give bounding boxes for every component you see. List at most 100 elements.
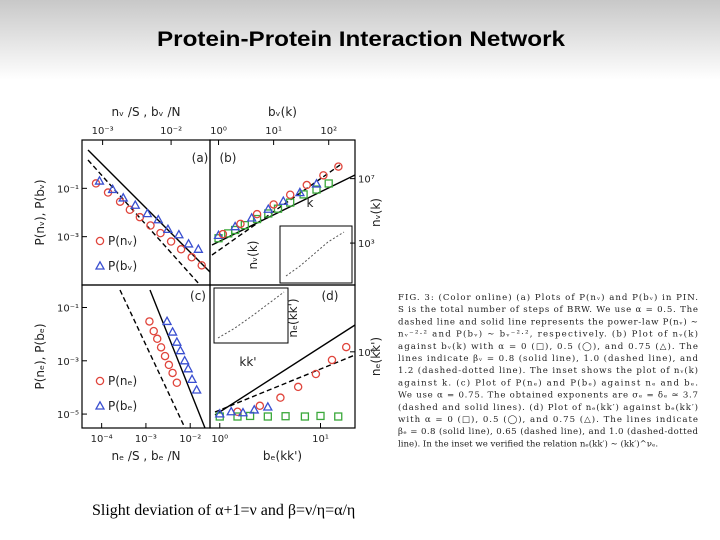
data-point <box>94 400 106 410</box>
caption-line: We use α = 0.75. The obtained exponents … <box>398 391 698 401</box>
y-axis-label: nᵥ(k) <box>369 198 383 227</box>
x-tick-label: 10⁻³ <box>92 126 114 137</box>
data-point <box>316 411 325 421</box>
caption-line: βₑ = 0.8 (solid line), 0.65 (dashed line… <box>398 426 698 437</box>
data-point <box>236 219 245 229</box>
inset-box <box>213 287 289 344</box>
caption-line: lines indicate βᵥ = 0.8 (solid line), 1.… <box>398 353 698 364</box>
x-tick-label: 10⁻⁴ <box>91 434 113 445</box>
data-point <box>179 355 190 365</box>
x-axis-label: nₑ /S , bₑ /N <box>112 449 181 463</box>
caption-line: against bᵥ(k) with α = 0 (□), 0.5 (◯), a… <box>398 341 698 352</box>
caption-line: S is the total number of steps of BRW. W… <box>398 305 698 315</box>
data-point <box>125 205 135 214</box>
data-point <box>226 406 237 416</box>
data-point <box>263 412 272 421</box>
legend-label: P(bₑ) <box>108 399 137 413</box>
data-point <box>218 229 228 239</box>
y-tick-label: 10⁻¹ <box>57 184 79 195</box>
caption-line: line). In the inset we verified the rela… <box>398 438 658 449</box>
data-point <box>252 214 262 224</box>
data-point <box>107 183 118 194</box>
data-point <box>214 408 225 418</box>
data-point <box>183 238 194 248</box>
data-point <box>153 214 164 224</box>
caption-line: (dashed and solid lines). (d) Plot of nₑ… <box>398 402 698 413</box>
data-point <box>164 360 174 370</box>
data-point <box>334 162 343 171</box>
caption-line: nᵥ⁻²·² and P(bᵥ) ∼ bᵥ⁻²·², respectively.… <box>398 329 698 340</box>
y-tick-label: 10⁻¹ <box>57 304 79 315</box>
y-tick-label: 10³ <box>358 239 375 250</box>
panel-frame <box>209 284 356 429</box>
x-tick-label: 10⁰ <box>211 434 228 445</box>
data-point <box>249 404 260 414</box>
data-point <box>94 175 105 185</box>
caption-line: dashed line and solid line represents th… <box>398 316 698 327</box>
data-point <box>233 412 242 421</box>
data-point <box>341 342 351 352</box>
y-tick-label: 10⁻³ <box>57 357 79 368</box>
data-point <box>294 187 306 197</box>
data-point <box>193 243 204 253</box>
data-point <box>149 326 158 336</box>
y-axis-label: nₑ(kk') <box>369 337 383 376</box>
data-point <box>168 368 177 378</box>
inset-y-label: nₑ(kk') <box>286 298 300 337</box>
data-point <box>156 343 166 352</box>
fit-line <box>87 149 211 273</box>
legend-label: P(bᵥ) <box>108 259 137 273</box>
legend-label: P(nᵥ) <box>108 234 137 248</box>
panel-label: (c) <box>190 289 206 303</box>
footer-text: Slight deviation of α+1=ν and β=ν/η=α/η <box>92 502 355 519</box>
x-tick-label: 10² <box>320 126 337 137</box>
data-point <box>146 221 155 230</box>
data-point <box>311 369 321 379</box>
inset-trend <box>217 291 285 339</box>
inset-trend <box>285 231 345 277</box>
data-point <box>281 412 290 421</box>
data-point <box>156 228 165 238</box>
data-point <box>311 178 322 188</box>
data-point <box>162 223 174 234</box>
caption-line: 1.2 (dashed-dotted line). The inset show… <box>398 365 698 376</box>
legend-label: P(nₑ) <box>108 374 137 388</box>
data-point <box>160 351 170 361</box>
x-axis-label: bₑ(kk') <box>263 449 302 463</box>
panel-label: (d) <box>322 289 339 303</box>
data-point <box>319 171 328 180</box>
x-tick-label: 10¹ <box>265 126 282 137</box>
data-point <box>312 185 321 194</box>
data-point <box>91 179 101 188</box>
fit-line <box>87 159 201 286</box>
data-point <box>246 212 257 222</box>
caption-line: against k. (c) Plot of P(nₑ) and P(bₑ) a… <box>398 377 698 388</box>
data-point <box>161 315 173 326</box>
caption-line: with α = 0 (□), 0.5 (◯), and 0.75 (△). T… <box>398 414 698 425</box>
data-point <box>183 363 194 373</box>
y-tick-label: 10⁻³ <box>57 233 79 244</box>
data-point <box>285 190 295 199</box>
data-point <box>130 199 141 209</box>
x-axis-label: bᵥ(k) <box>268 105 297 119</box>
panel-label: (a) <box>192 151 209 165</box>
y-axis-label: P(nᵥ), P(bᵥ) <box>33 179 47 245</box>
x-tick-label: 10⁻² <box>179 434 201 445</box>
x-tick-label: 10¹ <box>312 434 329 445</box>
data-point <box>334 412 343 421</box>
fit-line <box>211 164 341 256</box>
data-point <box>264 209 273 218</box>
data-point <box>299 190 308 199</box>
data-point <box>167 326 178 336</box>
data-point <box>95 376 105 386</box>
x-axis-label: nᵥ /S , bᵥ /N <box>112 105 181 119</box>
y-tick-label: 10⁶ <box>358 348 375 359</box>
fit-line <box>149 289 206 429</box>
y-tick-label: 10⁻⁵ <box>57 410 79 421</box>
panel-frame <box>81 284 211 429</box>
data-point <box>187 253 196 262</box>
data-point <box>145 317 154 326</box>
data-point <box>142 208 153 218</box>
data-point <box>171 336 182 346</box>
